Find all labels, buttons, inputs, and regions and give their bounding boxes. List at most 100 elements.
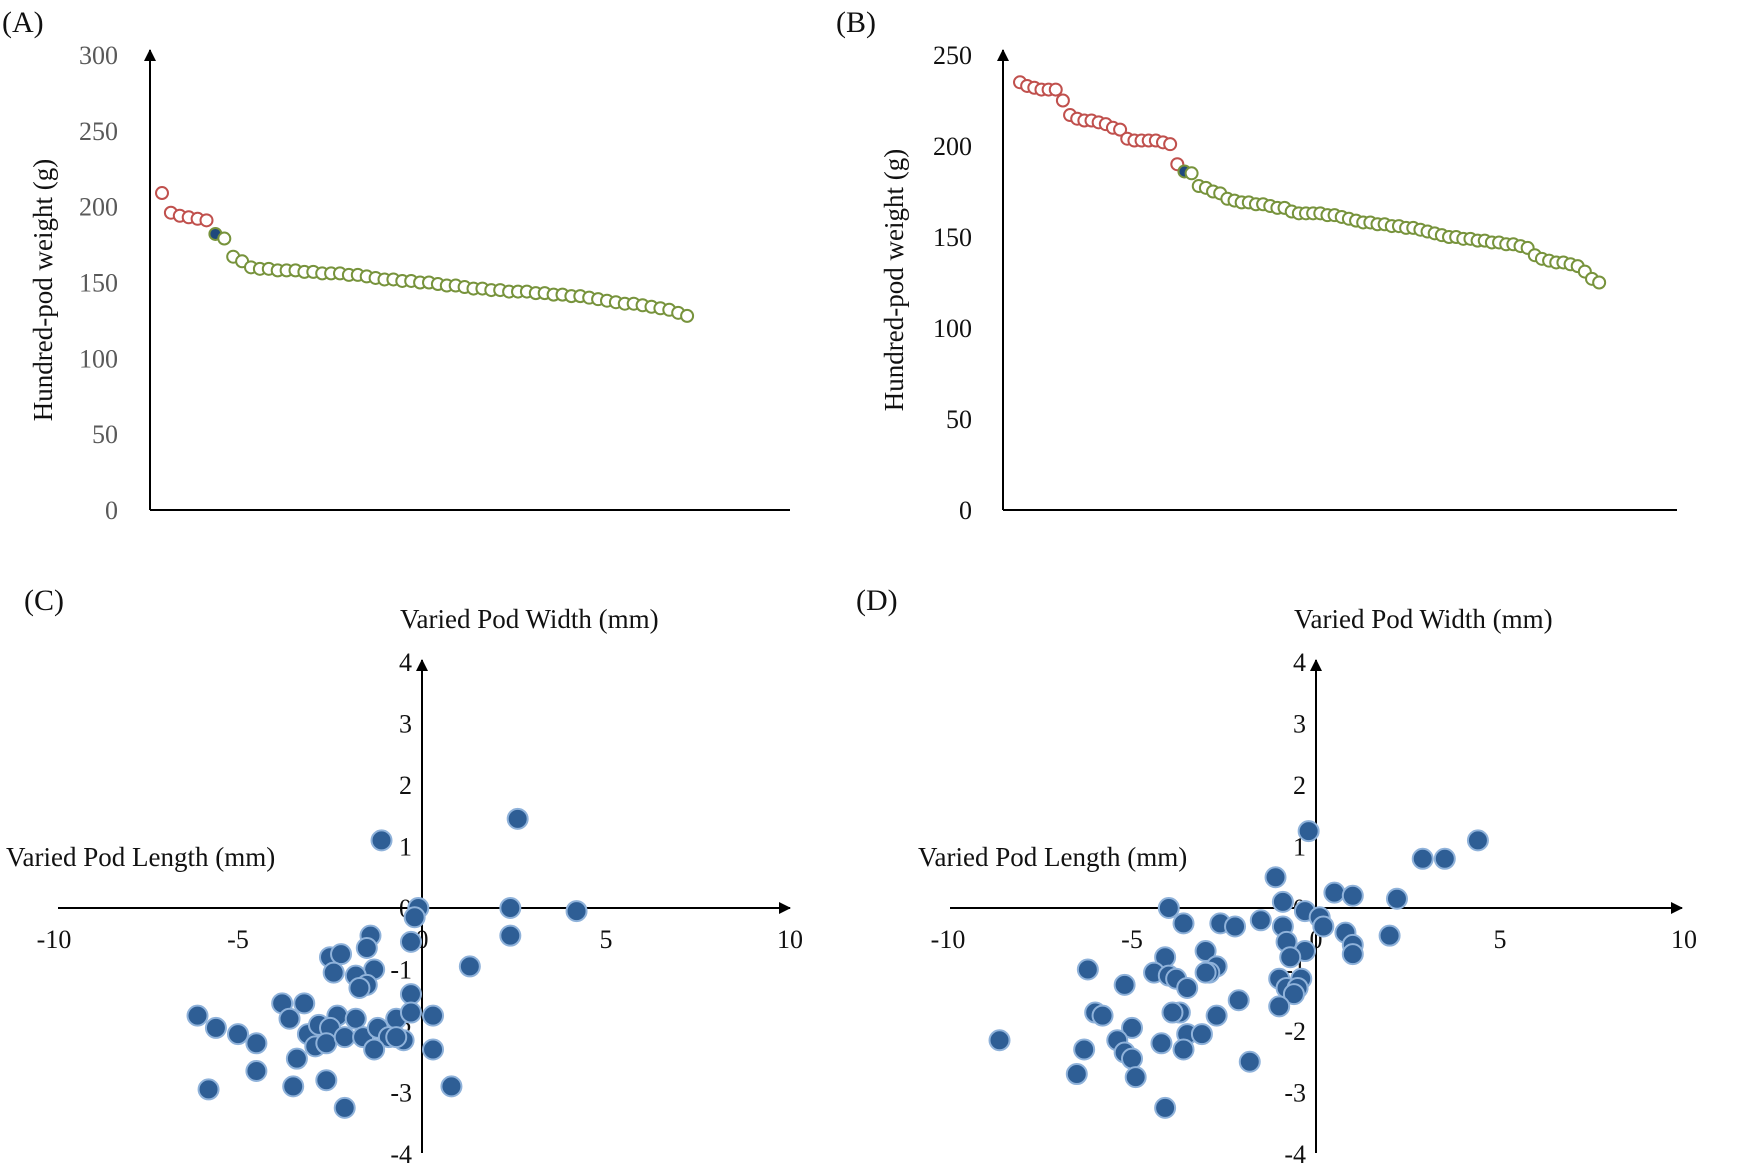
data-point	[315, 1032, 338, 1055]
data-point	[186, 1004, 209, 1027]
panel-label-c: (C)	[24, 584, 64, 617]
data-point	[1341, 884, 1364, 907]
data-point	[1154, 1096, 1177, 1119]
x-axis-title-c: Varied Pod Length (mm)	[6, 842, 275, 872]
data-point	[197, 1078, 220, 1101]
y-tick-label: 200	[933, 132, 972, 161]
panel-label-d: (D)	[856, 584, 898, 617]
data-point	[1121, 1047, 1143, 1070]
x-tick-label: -10	[931, 925, 966, 954]
x-tick-label: 10	[777, 925, 803, 954]
data-point	[1184, 166, 1199, 181]
y-tick-label: 2	[1293, 771, 1306, 800]
y-tick-label: 50	[946, 405, 972, 434]
data-point	[1271, 890, 1294, 913]
data-point	[285, 1047, 308, 1070]
x-tick-label: 5	[600, 925, 613, 954]
data-point	[1592, 275, 1607, 290]
data-point	[1190, 1023, 1213, 1046]
data-point	[348, 976, 371, 999]
data-point	[422, 1004, 445, 1027]
data-point	[1113, 973, 1136, 996]
data-point	[1194, 940, 1217, 963]
data-point	[282, 1075, 305, 1098]
panel-c: (C) Varied Pod Width (mm) Varied Pod Len…	[6, 584, 803, 1169]
y-tick-label: -2	[1284, 1017, 1306, 1046]
x-tick-label: -5	[227, 925, 249, 954]
data-point	[1341, 943, 1364, 966]
data-point	[278, 1007, 301, 1030]
data-point	[1194, 961, 1217, 984]
y-tick-label: 250	[79, 117, 118, 146]
y-tick-label: 0	[959, 496, 972, 525]
data-point	[1055, 93, 1070, 108]
panel-label-b: (B)	[836, 6, 876, 39]
data-point	[680, 308, 695, 323]
data-point	[315, 1069, 338, 1092]
data-point	[1282, 983, 1305, 1006]
panel-b: (B) Hundred-pod weight (g) 0 50 100 150 200 2…	[836, 6, 1677, 525]
data-point	[1121, 1016, 1143, 1039]
data-point	[440, 1075, 463, 1098]
y-tick-label: 100	[933, 314, 972, 343]
data-point	[344, 1007, 367, 1030]
data-point	[1297, 820, 1320, 843]
data-point	[245, 1032, 268, 1055]
data-point	[499, 924, 522, 947]
y-tick-label: -4	[390, 1140, 412, 1169]
y-tick-label: -3	[1284, 1079, 1306, 1108]
panel-label-a: (A)	[2, 6, 44, 39]
data-point	[333, 1026, 356, 1049]
y-tick-label: 0	[105, 496, 118, 525]
data-point	[1238, 1050, 1261, 1073]
data-point	[1323, 881, 1346, 904]
y-tick-label: 100	[79, 344, 118, 373]
data-point	[333, 1096, 356, 1119]
data-point	[245, 1059, 268, 1082]
data-point	[1227, 989, 1250, 1012]
y-tick-label: -4	[1284, 1140, 1306, 1169]
data-point	[1264, 866, 1287, 889]
y-tick-label: 150	[933, 223, 972, 252]
data-point	[1113, 122, 1128, 137]
y-tick-label: 2	[399, 771, 412, 800]
data-point	[1378, 924, 1401, 947]
data-point	[363, 1038, 386, 1061]
data-point	[1150, 1032, 1173, 1055]
x-tick-label: 10	[1671, 925, 1697, 954]
data-point	[499, 897, 522, 919]
y-tick-label: 3	[399, 710, 412, 739]
y-tick-label: 50	[92, 420, 118, 449]
y-tick-label: 300	[79, 41, 118, 70]
data-point	[1091, 1004, 1114, 1027]
data-point	[403, 906, 426, 929]
data-point	[1073, 1038, 1096, 1061]
data-point	[399, 983, 422, 1006]
data-point	[322, 961, 345, 984]
data-point	[1433, 847, 1456, 870]
y-tick-label: 4	[399, 648, 412, 677]
data-point	[217, 231, 232, 246]
data-point	[385, 1026, 408, 1049]
data-point	[1312, 915, 1335, 938]
data-point	[1385, 887, 1408, 910]
data-point	[506, 807, 529, 830]
data-point	[1172, 912, 1195, 935]
data-point	[1157, 897, 1180, 919]
chart-title-d: Varied Pod Width (mm)	[1294, 604, 1553, 634]
data-point	[1176, 976, 1199, 999]
data-point	[1411, 847, 1434, 870]
data-point	[1065, 1063, 1088, 1086]
data-point	[1161, 1001, 1184, 1024]
y-axis-title-a: Hundred-pod weight (g)	[28, 159, 58, 421]
data-point	[355, 936, 378, 959]
data-point	[399, 1001, 422, 1024]
data-point	[1124, 1066, 1147, 1089]
data-point	[1279, 946, 1302, 969]
data-point	[293, 992, 316, 1015]
x-tick-label: -10	[37, 925, 72, 954]
y-tick-label: 4	[1293, 648, 1306, 677]
data-point	[155, 186, 169, 201]
data-point	[204, 1016, 227, 1039]
x-axis-title-d: Varied Pod Length (mm)	[918, 842, 1187, 872]
